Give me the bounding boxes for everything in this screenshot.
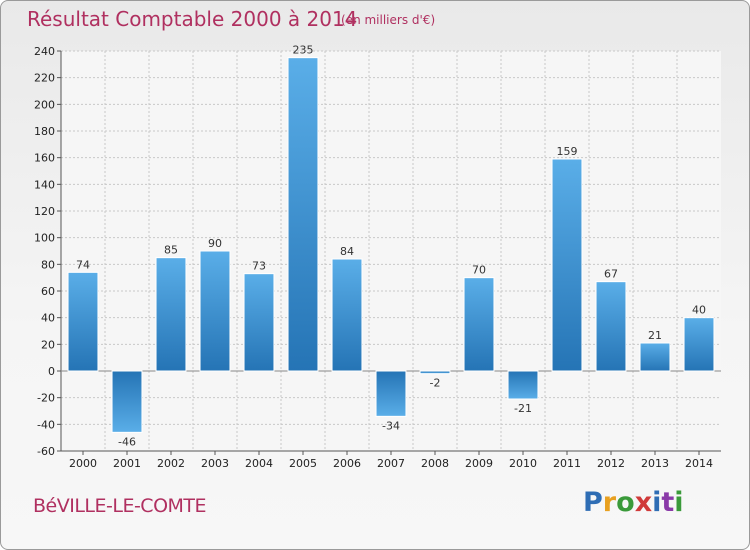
- data-label: 74: [76, 258, 90, 271]
- y-tick-label: -40: [37, 418, 55, 431]
- data-label: 85: [164, 244, 178, 257]
- x-tick-label: 2008: [421, 457, 449, 470]
- y-tick-label: 120: [34, 205, 55, 218]
- x-tick-label: 2001: [113, 457, 141, 470]
- x-tick-label: 2007: [377, 457, 405, 470]
- data-label: 235: [293, 44, 314, 57]
- y-tick-label: -20: [37, 392, 55, 405]
- bar: [595, 281, 627, 372]
- x-tick-label: 2003: [201, 457, 229, 470]
- x-tick-label: 2010: [509, 457, 537, 470]
- bar: [551, 158, 583, 372]
- data-label: -21: [514, 402, 532, 415]
- proxiti-logo[interactable]: Proxiti: [583, 487, 684, 518]
- data-label: 21: [648, 329, 662, 342]
- data-label: 90: [208, 237, 222, 250]
- data-label: 70: [472, 264, 486, 277]
- chart-subtitle: (en milliers d'€): [341, 13, 436, 27]
- bar: [419, 370, 451, 375]
- y-tick-label: 0: [48, 365, 55, 378]
- logo-letter: i: [652, 487, 662, 518]
- bar: [375, 370, 407, 417]
- y-tick-label: 20: [41, 338, 55, 351]
- logo-letter: t: [661, 487, 675, 518]
- data-label: -2: [430, 377, 441, 390]
- data-label: 84: [340, 245, 354, 258]
- x-tick-label: 2004: [245, 457, 273, 470]
- data-label: 67: [604, 268, 618, 281]
- y-tick-label: 60: [41, 285, 55, 298]
- logo-letter: i: [674, 487, 684, 518]
- bar: [199, 250, 231, 372]
- y-tick-label: 240: [34, 45, 55, 58]
- y-tick-label: 100: [34, 232, 55, 245]
- bar: [287, 57, 319, 372]
- bar: [243, 273, 275, 372]
- chart-title: Résultat Comptable 2000 à 2014: [27, 7, 358, 31]
- x-tick-label: 2011: [553, 457, 581, 470]
- bar: [683, 317, 715, 372]
- bar: [111, 370, 143, 433]
- data-label: -46: [118, 435, 136, 448]
- town-name: BéVILLE-LE-COMTE: [33, 495, 207, 517]
- data-label: 73: [252, 260, 266, 273]
- logo-letter: x: [634, 487, 653, 518]
- bar: [507, 370, 539, 400]
- x-tick-label: 2002: [157, 457, 185, 470]
- y-tick-label: 80: [41, 258, 55, 271]
- x-tick-label: 2012: [597, 457, 625, 470]
- bar: [67, 271, 99, 372]
- y-tick-label: 160: [34, 152, 55, 165]
- y-tick-label: 40: [41, 312, 55, 325]
- y-tick-label: 180: [34, 125, 55, 138]
- y-tick-label: 140: [34, 178, 55, 191]
- x-tick-label: 2013: [641, 457, 669, 470]
- bar: [331, 258, 363, 372]
- x-tick-label: 2014: [685, 457, 713, 470]
- data-label: 159: [557, 145, 578, 158]
- y-tick-label: -60: [37, 445, 55, 458]
- x-tick-label: 2009: [465, 457, 493, 470]
- x-tick-label: 2000: [69, 457, 97, 470]
- bar: [639, 342, 671, 372]
- data-label: 40: [692, 304, 706, 317]
- x-tick-label: 2005: [289, 457, 317, 470]
- bar: [463, 277, 495, 372]
- logo-letter: P: [583, 487, 603, 518]
- logo-letter: r: [602, 487, 617, 518]
- bar: [155, 257, 187, 372]
- data-label: -34: [382, 419, 400, 432]
- y-tick-label: 220: [34, 72, 55, 85]
- y-tick-label: 200: [34, 98, 55, 111]
- logo-letter: o: [616, 487, 635, 518]
- x-tick-label: 2006: [333, 457, 361, 470]
